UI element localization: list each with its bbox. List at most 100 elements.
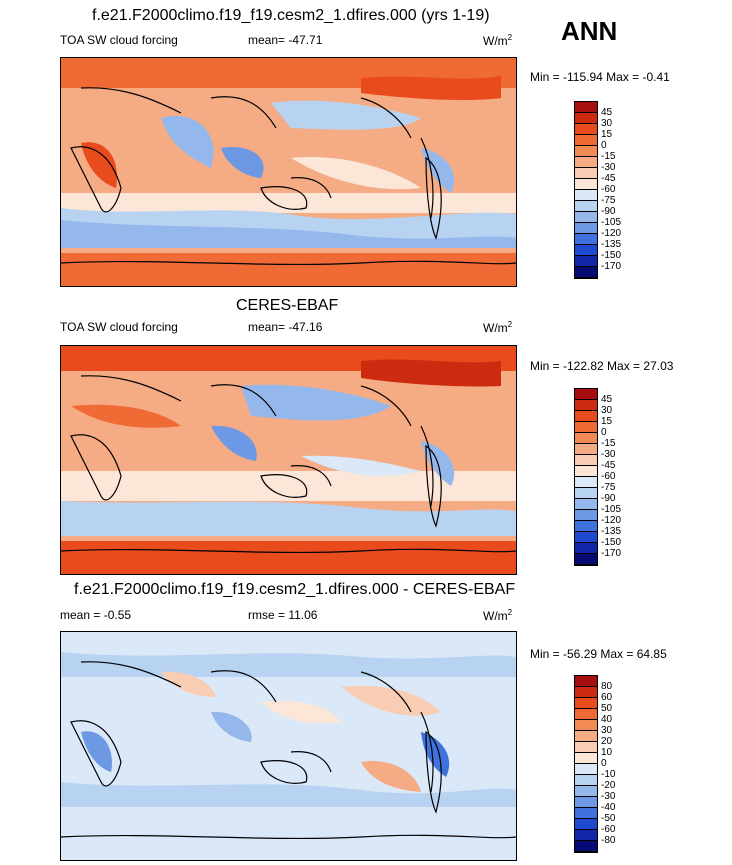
- colorbar-swatch: [575, 753, 597, 764]
- colorbar-tick-label: -50: [601, 813, 616, 824]
- colorbar-tick-label: -30: [601, 449, 616, 460]
- colorbar-tick-label: -120: [601, 228, 622, 239]
- colorbar-swatch: [575, 212, 597, 223]
- panel3-mean-label: mean = -0.55: [60, 608, 132, 622]
- colorbar-tick-label: -15: [601, 438, 616, 449]
- colorbar-swatch: [575, 764, 597, 775]
- colorbar-swatch: [575, 157, 597, 168]
- panel2-title: CERES-EBAF: [236, 297, 339, 314]
- panel2-mean-label: mean= -47.16: [248, 320, 323, 334]
- colorbar-swatch: [575, 245, 597, 256]
- colorbar-swatch: [575, 532, 597, 543]
- colorbar-tick-label: -60: [601, 184, 616, 195]
- colorbar-tick-label: -60: [601, 471, 616, 482]
- colorbar-swatch: [575, 687, 597, 698]
- colorbar-swatch: [575, 234, 597, 245]
- colorbar-swatch: [575, 267, 597, 278]
- colorbar-tick-label: -75: [601, 482, 616, 493]
- colorbar-swatch: [575, 731, 597, 742]
- colorbar-tick-label: -90: [601, 493, 616, 504]
- colorbar-tick-label: -30: [601, 791, 616, 802]
- panel2-colorbar: 45 30 15 0 -15 -30 -45 -60 -75 -90 -105 -120 -135 -15…: [574, 388, 621, 566]
- colorbar-swatch: [575, 389, 597, 400]
- colorbar-tick-label: -60: [601, 824, 616, 835]
- colorbar-swatch: [575, 698, 597, 709]
- colorbar-tick-label: -20: [601, 780, 616, 791]
- panel2-map-field: [61, 346, 516, 574]
- colorbar-tick-label: -10: [601, 769, 616, 780]
- colorbar-tick-label: 15: [601, 129, 613, 140]
- colorbar-tick-label: -45: [601, 460, 616, 471]
- colorbar-swatch: [575, 135, 597, 146]
- panel1-units: W/m2: [483, 33, 513, 48]
- colorbar-tick-label: 30: [601, 118, 613, 129]
- colorbar-tick-label: -120: [601, 515, 622, 526]
- colorbar-swatch: [575, 433, 597, 444]
- panel1-map: [60, 57, 517, 287]
- colorbar-swatch: [575, 521, 597, 532]
- colorbar-swatch: [575, 786, 597, 797]
- colorbar-tick-label: -150: [601, 250, 622, 261]
- panel1-mean-label: mean= -47.71: [248, 33, 323, 47]
- colorbar-swatch: [575, 808, 597, 819]
- panel1-variable-label: TOA SW cloud forcing: [60, 33, 178, 47]
- colorbar-swatch: [575, 477, 597, 488]
- colorbar-tick-label: 0: [601, 758, 607, 769]
- colorbar-tick-label: 50: [601, 703, 613, 714]
- panel2-variable-label: TOA SW cloud forcing: [60, 320, 178, 334]
- colorbar-tick-label: -75: [601, 195, 616, 206]
- panel2-minmax: Min = -122.82 Max = 27.03: [530, 359, 674, 373]
- colorbar-swatch: [575, 256, 597, 267]
- colorbar-tick-label: -150: [601, 537, 622, 548]
- colorbar-tick-label: 80: [601, 681, 613, 692]
- colorbar-tick-label: 30: [601, 725, 613, 736]
- colorbar-swatch: [575, 510, 597, 521]
- colorbar-swatch: [575, 720, 597, 731]
- colorbar-swatch: [575, 168, 597, 179]
- colorbar-tick-label: -135: [601, 239, 622, 250]
- colorbar-tick-label: -105: [601, 217, 622, 228]
- colorbar-tick-label: 0: [601, 427, 607, 438]
- colorbar-swatch: [575, 819, 597, 830]
- season-label: ANN: [561, 16, 618, 46]
- colorbar-swatch: [575, 190, 597, 201]
- colorbar-swatch: [575, 554, 597, 565]
- colorbar-tick-label: 30: [601, 405, 613, 416]
- panel3-title: f.e21.F2000climo.f19_f19.cesm2_1.dfires.…: [74, 581, 516, 598]
- colorbar-tick-label: -15: [601, 151, 616, 162]
- colorbar-swatch: [575, 179, 597, 190]
- colorbar-tick-label: 45: [601, 394, 613, 405]
- colorbar-swatch: [575, 102, 597, 113]
- colorbar-swatch: [575, 444, 597, 455]
- colorbar-tick-label: 45: [601, 107, 613, 118]
- colorbar-swatch: [575, 775, 597, 786]
- colorbar-swatch: [575, 411, 597, 422]
- colorbar-tick-label: -80: [601, 835, 616, 846]
- colorbar-tick-label: 10: [601, 747, 613, 758]
- colorbar-tick-label: -30: [601, 162, 616, 173]
- panel3-map: [60, 631, 517, 861]
- colorbar-swatch: [575, 543, 597, 554]
- colorbar-tick-label: 20: [601, 736, 613, 747]
- panel3-map-field: [61, 632, 516, 860]
- colorbar-tick-label: 40: [601, 714, 613, 725]
- panel1-minmax: Min = -115.94 Max = -0.41: [530, 70, 670, 84]
- colorbar-tick-label: -105: [601, 504, 622, 515]
- colorbar-swatch: [575, 676, 597, 687]
- colorbar-swatch: [575, 841, 597, 852]
- colorbar-swatch: [575, 124, 597, 135]
- colorbar-swatch: [575, 113, 597, 124]
- colorbar-tick-label: 0: [601, 140, 607, 151]
- panel1-title: f.e21.F2000climo.f19_f19.cesm2_1.dfires.…: [92, 7, 490, 24]
- panel2-units: W/m2: [483, 320, 513, 335]
- colorbar-swatch: [575, 466, 597, 477]
- colorbar-tick-label: -40: [601, 802, 616, 813]
- colorbar-tick-label: -45: [601, 173, 616, 184]
- colorbar-tick-label: -170: [601, 548, 622, 559]
- colorbar-swatch: [575, 797, 597, 808]
- colorbar-swatch: [575, 400, 597, 411]
- panel3-colorbar: 80 60 50 40 30 20 10 0 -10 -20 -30 -40 -50 -60 -80: [574, 675, 615, 853]
- panel3-rmse-label: rmse = 11.06: [248, 608, 318, 622]
- colorbar-swatch: [575, 742, 597, 753]
- colorbar-swatch: [575, 455, 597, 466]
